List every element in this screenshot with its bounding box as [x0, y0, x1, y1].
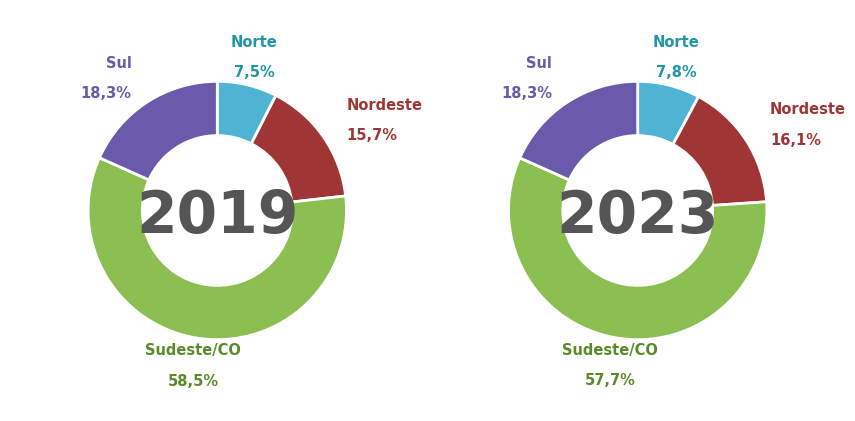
- Text: 57,7%: 57,7%: [585, 373, 635, 389]
- Text: 15,7%: 15,7%: [347, 128, 398, 144]
- Text: Nordeste: Nordeste: [347, 98, 422, 113]
- Wedge shape: [638, 81, 699, 144]
- Text: Norte: Norte: [231, 35, 278, 50]
- Wedge shape: [99, 81, 217, 180]
- Text: 58,5%: 58,5%: [168, 374, 219, 389]
- Wedge shape: [673, 96, 767, 205]
- Text: 18,3%: 18,3%: [501, 86, 552, 101]
- Text: Sul: Sul: [106, 56, 132, 70]
- Wedge shape: [509, 158, 767, 340]
- Text: Sudeste/CO: Sudeste/CO: [145, 344, 241, 358]
- Text: Sul: Sul: [526, 56, 552, 71]
- Wedge shape: [251, 96, 345, 202]
- Text: 2023: 2023: [557, 189, 719, 245]
- Text: 2019: 2019: [136, 189, 298, 245]
- Text: Sudeste/CO: Sudeste/CO: [562, 343, 658, 358]
- Text: 16,1%: 16,1%: [770, 133, 821, 148]
- Text: 7,5%: 7,5%: [233, 65, 274, 80]
- Text: Norte: Norte: [652, 35, 699, 50]
- Text: 18,3%: 18,3%: [80, 86, 132, 101]
- Wedge shape: [88, 158, 346, 340]
- Wedge shape: [217, 81, 276, 144]
- Text: Nordeste: Nordeste: [770, 102, 846, 117]
- Wedge shape: [520, 81, 638, 180]
- Text: 7,8%: 7,8%: [656, 65, 696, 80]
